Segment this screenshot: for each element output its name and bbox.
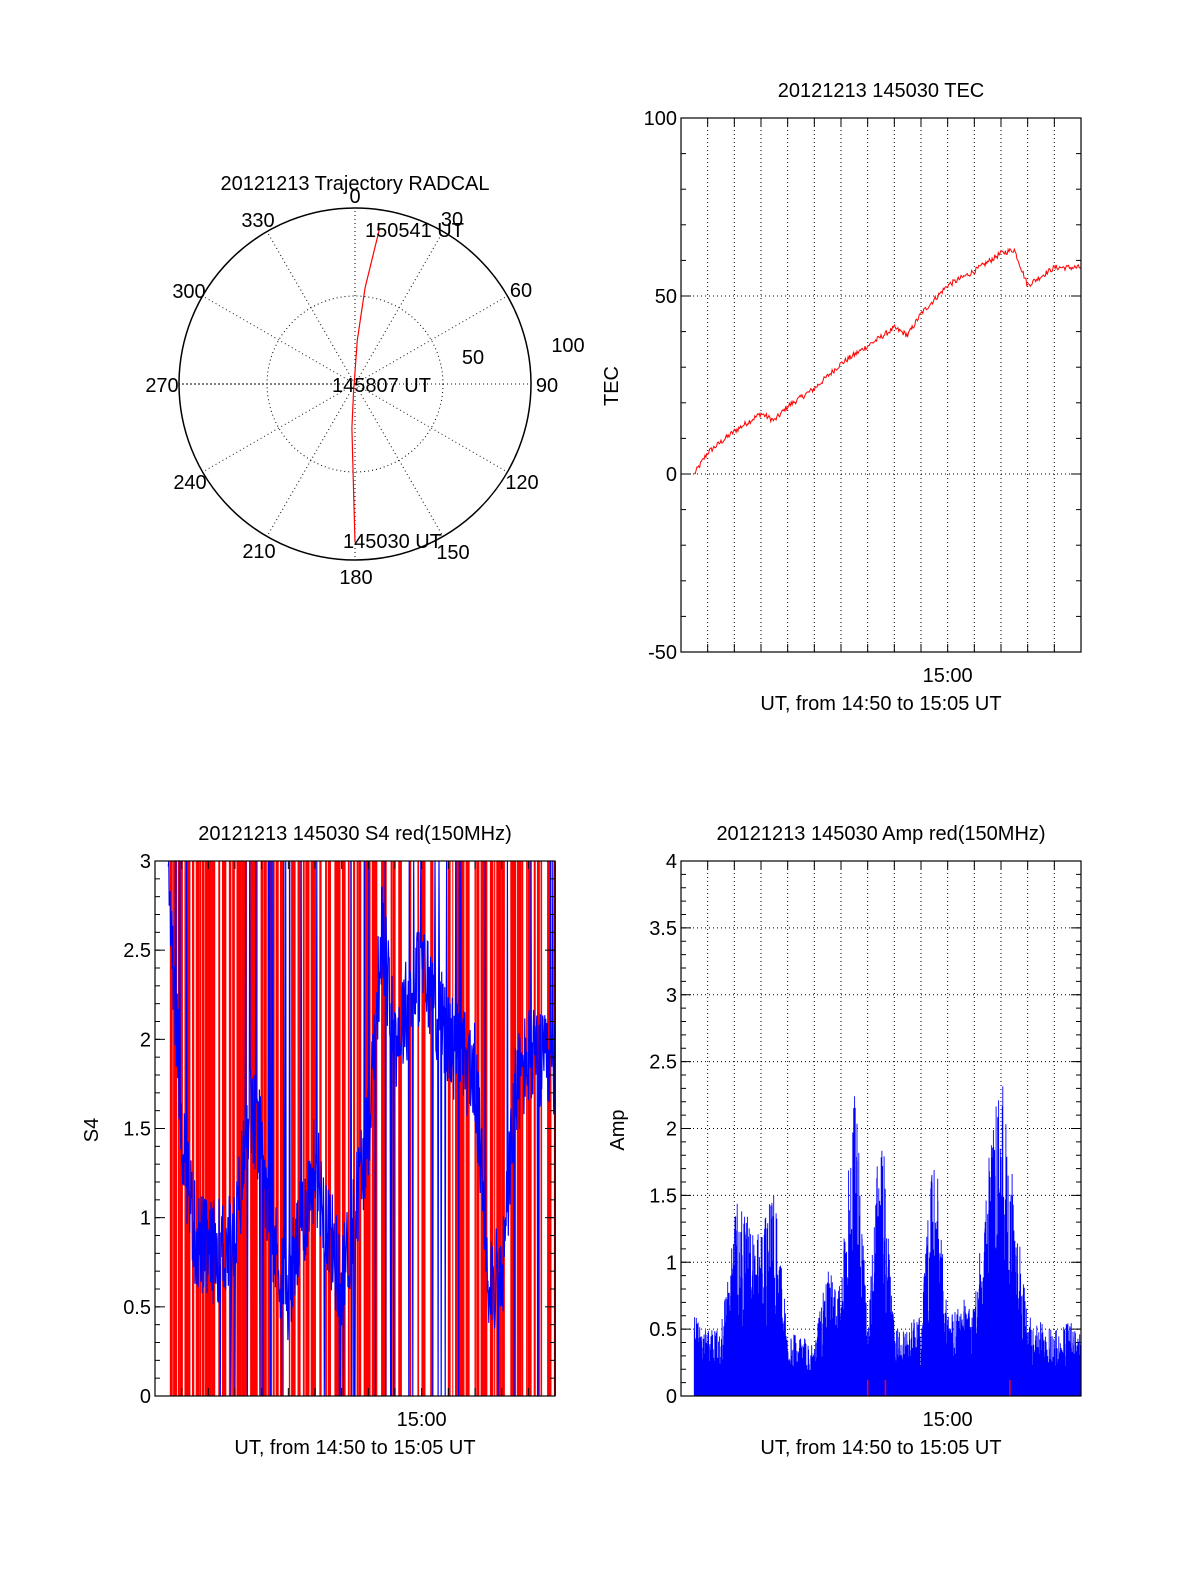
- polar-annotation-end: 150541 UT: [365, 220, 464, 242]
- polar-radial-label: 100: [551, 335, 584, 357]
- polar-spoke: [266, 231, 356, 385]
- s4-chart: 20121213 145030 S4 red(150MHz) UT, from …: [81, 823, 557, 1459]
- tec-ytick-label: 100: [644, 108, 677, 130]
- polar-spoke: [354, 383, 508, 473]
- amp-title: 20121213 145030 Amp red(150MHz): [716, 823, 1045, 845]
- tec-title: 20121213 145030 TEC: [778, 80, 984, 102]
- polar-radial-label: 50: [462, 347, 484, 369]
- polar-azimuth-label: 300: [172, 281, 205, 303]
- amp-ylabel: Amp: [607, 1109, 629, 1150]
- s4-blue-series-line: [167, 860, 556, 1397]
- trajectory-title: 20121213 Trajectory RADCAL: [220, 173, 489, 195]
- amp-ytick-label: 0: [666, 1386, 677, 1408]
- polar-azimuth-label: 330: [241, 210, 274, 232]
- s4-ytick-label: 1: [140, 1208, 151, 1230]
- polar-azimuth-label: 30: [441, 209, 463, 231]
- amp-ytick-label: 0.5: [649, 1319, 677, 1341]
- polar-annotation-mid: 145807 UT: [332, 375, 431, 397]
- s4-ytick-label: 0.5: [123, 1297, 151, 1319]
- polar-spoke: [202, 295, 356, 385]
- tec-ytick-label: 50: [655, 286, 677, 308]
- polar-spoke: [354, 295, 508, 385]
- amp-xlabel: UT, from 14:50 to 15:05 UT: [760, 1437, 1001, 1459]
- polar-azimuth-label: 0: [349, 186, 360, 208]
- polar-trajectory-line: [351, 227, 381, 543]
- polar-azimuth-label: 90: [536, 375, 558, 397]
- s4-ytick-label: 0: [140, 1386, 151, 1408]
- s4-plot-frame: [154, 860, 556, 1397]
- amp-ytick-label: 2.5: [649, 1052, 677, 1074]
- s4-xtick-label: 15:00: [397, 1409, 447, 1431]
- polar-spoke: [354, 383, 444, 537]
- tec-xtick-label: 15:00: [923, 665, 973, 687]
- tec-line-chart: 20121213 145030 TEC UT, from 14:50 to 15…: [601, 80, 1082, 715]
- amp-ytick-label: 3: [666, 985, 677, 1007]
- polar-azimuth-label: 60: [510, 280, 532, 302]
- s4-ytick-label: 2.5: [123, 940, 151, 962]
- tec-ytick-label: 0: [666, 464, 677, 486]
- amp-blue-series-spikes: [693, 1086, 1082, 1396]
- amp-ytick-label: 1: [666, 1252, 677, 1274]
- amp-ytick-label: 4: [666, 851, 677, 873]
- amp-ytick-label: 3.5: [649, 918, 677, 940]
- polar-azimuth-label: 120: [505, 472, 538, 494]
- polar-outer-ring: [178, 207, 532, 561]
- s4-title: 20121213 145030 S4 red(150MHz): [198, 823, 512, 845]
- s4-ytick-label: 3: [140, 851, 151, 873]
- amp-ytick-label: 1.5: [649, 1185, 677, 1207]
- polar-azimuth-label: 210: [242, 541, 275, 563]
- polar-azimuth-label: 240: [173, 472, 206, 494]
- polar-spoke: [202, 383, 356, 473]
- tec-series-line: [694, 247, 1082, 475]
- s4-ytick-label: 2: [140, 1029, 151, 1051]
- s4-ytick-label: 1.5: [123, 1119, 151, 1141]
- tec-ytick-label: -50: [648, 642, 677, 664]
- amp-plot-frame: [680, 860, 1082, 1397]
- amp-ytick-label: 2: [666, 1119, 677, 1141]
- tec-xlabel: UT, from 14:50 to 15:05 UT: [760, 693, 1001, 715]
- s4-ylabel: S4: [81, 1118, 103, 1142]
- tec-ylabel: TEC: [601, 366, 623, 406]
- polar-azimuth-label: 150: [436, 542, 469, 564]
- polar-azimuth-label: 180: [339, 567, 372, 589]
- amp-xtick-label: 15:00: [923, 1409, 973, 1431]
- trajectory-polar-plot: 20121213 Trajectory RADCAL 0 30 60 90 120 150…: [145, 173, 584, 589]
- amp-chart: 20121213 145030 Amp red(150MHz) UT, from…: [607, 823, 1082, 1459]
- s4-xlabel: UT, from 14:50 to 15:05 UT: [234, 1437, 475, 1459]
- polar-azimuth-label: 270: [145, 375, 178, 397]
- polar-annotation-start: 145030 UT: [343, 531, 442, 553]
- tec-plot-frame: [680, 117, 1082, 653]
